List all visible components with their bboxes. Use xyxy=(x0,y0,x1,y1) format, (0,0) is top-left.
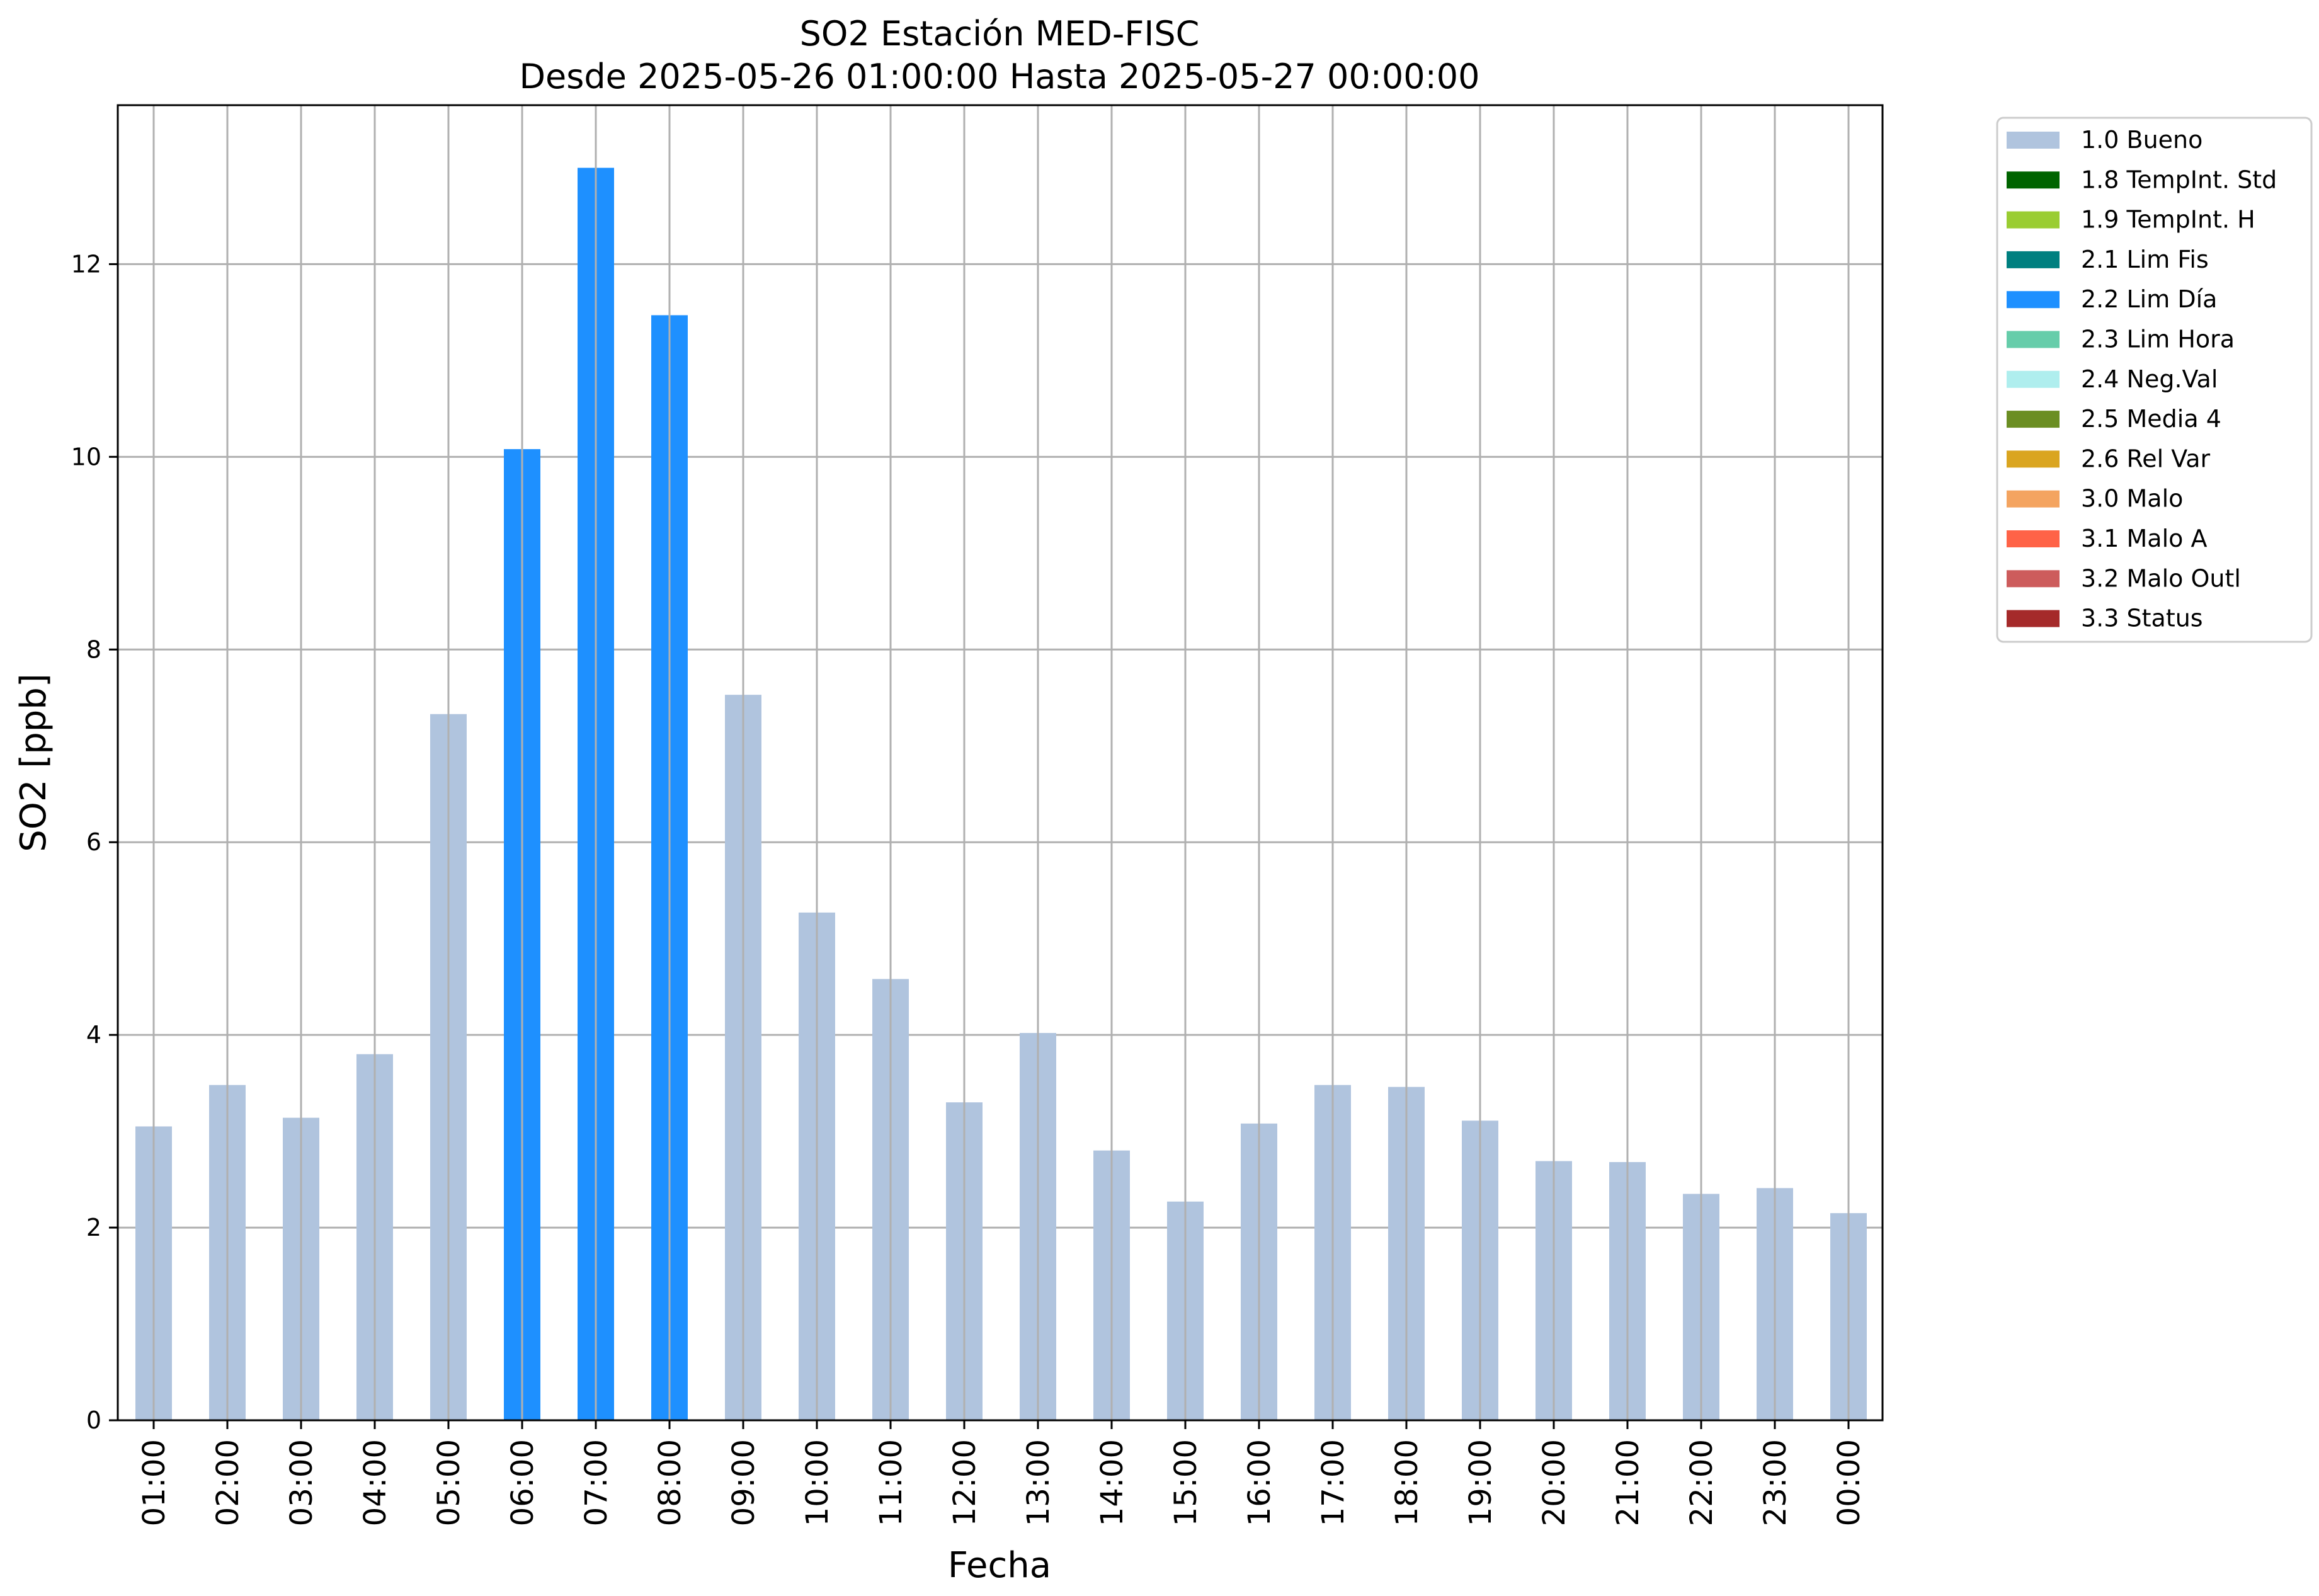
x-tick-label: 21:00 xyxy=(1610,1439,1646,1526)
x-axis-ticks: 01:00 02:00 03:00 04:00 05:00 06:00 07:00 08:00… xyxy=(137,1420,1867,1526)
x-tick-label: 07:00 xyxy=(579,1439,614,1526)
legend-swatch xyxy=(2007,370,2060,388)
x-tick-label: 14:00 xyxy=(1095,1439,1130,1526)
x-tick-label: 04:00 xyxy=(358,1439,393,1526)
x-tick-label: 05:00 xyxy=(431,1439,467,1526)
x-tick-label: 00:00 xyxy=(1832,1439,1867,1526)
x-tick-label: 13:00 xyxy=(1021,1439,1056,1526)
legend-swatch xyxy=(2007,331,2060,348)
chart-title: SO2 Estación MED-FISC xyxy=(800,14,1200,54)
y-tick-label: 12 xyxy=(71,250,101,278)
x-axis-label: Fecha xyxy=(948,1545,1051,1586)
legend-swatch xyxy=(2007,171,2060,189)
bars xyxy=(135,105,1867,1420)
y-tick-label: 6 xyxy=(86,828,101,856)
legend-swatch xyxy=(2007,251,2060,268)
legend-swatch xyxy=(2007,411,2060,428)
legend-swatch xyxy=(2007,450,2060,468)
legend-swatch xyxy=(2007,132,2060,149)
legend-swatch xyxy=(2007,291,2060,309)
legend-label: 1.8 TempInt. Std xyxy=(2081,166,2277,193)
x-tick-label: 01:00 xyxy=(137,1439,172,1526)
y-tick-label: 4 xyxy=(86,1021,101,1049)
legend: 1.0 Bueno 1.8 TempInt. Std 1.9 TempInt. H 2… xyxy=(1996,117,2313,643)
x-tick-label: 23:00 xyxy=(1758,1439,1793,1526)
x-tick-label: 11:00 xyxy=(874,1439,909,1526)
x-tick-label: 10:00 xyxy=(800,1439,835,1526)
x-tick-label: 15:00 xyxy=(1168,1439,1204,1526)
plot-frame xyxy=(117,104,1884,1422)
x-tick-label: 08:00 xyxy=(652,1439,688,1526)
x-tick-label: 03:00 xyxy=(284,1439,319,1526)
y-tick-label: 0 xyxy=(86,1406,101,1434)
legend-swatch xyxy=(2007,570,2060,588)
legend-label: 3.1 Malo A xyxy=(2081,525,2207,552)
legend-swatch xyxy=(2007,530,2060,547)
x-tick-label: 22:00 xyxy=(1684,1439,1719,1526)
y-tick-label: 2 xyxy=(86,1214,101,1241)
x-tick-label: 06:00 xyxy=(505,1439,540,1526)
legend-label: 1.9 TempInt. H xyxy=(2081,206,2255,234)
y-tick-label: 10 xyxy=(71,443,101,470)
x-tick-label: 02:00 xyxy=(210,1439,246,1526)
legend-label: 3.3 Status xyxy=(2081,605,2203,632)
x-tick-label: 17:00 xyxy=(1316,1439,1351,1526)
legend-label: 2.5 Media 4 xyxy=(2081,405,2221,433)
legend-label: 3.2 Malo Outl xyxy=(2081,564,2241,592)
legend-label: 3.0 Malo xyxy=(2081,485,2183,513)
x-tick-label: 19:00 xyxy=(1463,1439,1498,1526)
chart-subtitle: Desde 2025-05-26 01:00:00 Hasta 2025-05-… xyxy=(519,57,1479,96)
legend-label: 2.1 Lim Fis xyxy=(2081,246,2209,273)
legend-label: 2.4 Neg.Val xyxy=(2081,365,2218,393)
y-axis-ticks: 0 2 4 6 8 10 12 xyxy=(71,250,118,1434)
legend-label: 1.0 Bueno xyxy=(2081,126,2202,154)
x-tick-label: 09:00 xyxy=(726,1439,761,1526)
legend-items: 1.0 Bueno 1.8 TempInt. Std 1.9 TempInt. H 2… xyxy=(2007,126,2277,632)
legend-label: 2.3 Lim Hora xyxy=(2081,326,2235,353)
y-tick-label: 8 xyxy=(86,636,101,663)
legend-swatch xyxy=(2007,610,2060,627)
x-tick-label: 12:00 xyxy=(947,1439,983,1526)
legend-label: 2.6 Rel Var xyxy=(2081,445,2211,472)
legend-swatch xyxy=(2007,211,2060,229)
grid xyxy=(118,263,1883,1422)
legend-swatch xyxy=(2007,490,2060,508)
x-tick-label: 20:00 xyxy=(1537,1439,1572,1526)
legend-label: 2.2 Lim Día xyxy=(2081,285,2217,313)
x-tick-label: 16:00 xyxy=(1242,1439,1277,1526)
x-tick-label: 18:00 xyxy=(1389,1439,1425,1526)
y-axis-label: SO2 [ppb] xyxy=(13,673,54,852)
legend-box xyxy=(1996,117,2313,643)
